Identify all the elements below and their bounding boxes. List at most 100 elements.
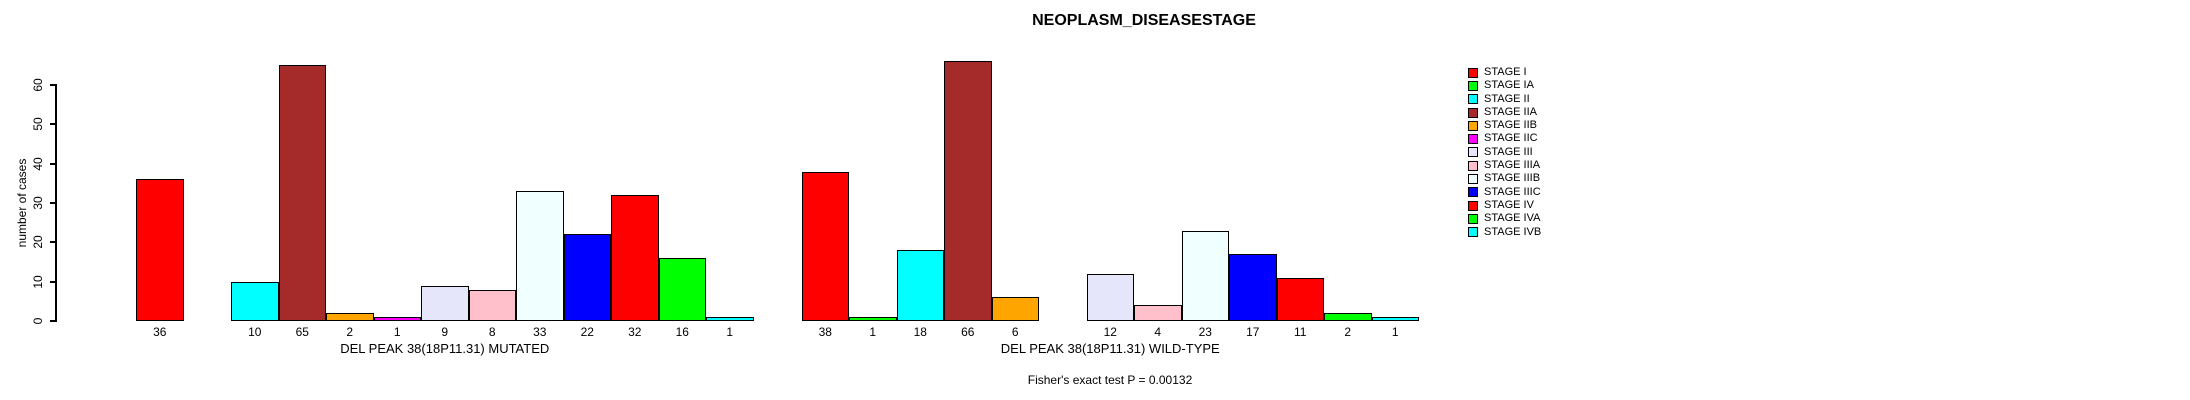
bar-g1-stage-iiib xyxy=(1181,230,1229,321)
y-axis-title: number of cases xyxy=(15,158,29,248)
legend-label: STAGE IVB xyxy=(1484,225,1542,238)
bar-g0-stage-i xyxy=(136,179,184,321)
legend-swatch xyxy=(1468,80,1478,91)
bar-value: 9 xyxy=(441,325,449,339)
bar-value: 6 xyxy=(1011,325,1019,339)
legend-swatch xyxy=(1468,67,1478,78)
bar-g0-stage-ivb xyxy=(706,317,754,321)
chart-title: NEOPLASM_DISEASESTAGE xyxy=(1032,12,1256,29)
bar-g0-stage-iv xyxy=(611,195,659,321)
bar-value: 1 xyxy=(869,325,877,339)
bar-g0-stage-iii xyxy=(421,285,469,321)
y-tick xyxy=(50,202,57,204)
bar-value: 66 xyxy=(961,325,975,339)
bar-g1-stage-iib xyxy=(991,297,1039,321)
legend-item: STAGE IA xyxy=(1468,79,1541,92)
legend-swatch xyxy=(1468,187,1478,198)
legend-swatch xyxy=(1468,107,1478,118)
bar-value: 65 xyxy=(295,325,309,339)
legend-label: STAGE IVA xyxy=(1484,212,1541,225)
legend-label: STAGE IIA xyxy=(1484,105,1537,118)
bar-value: 18 xyxy=(913,325,927,339)
legend: STAGE I STAGE IA STAGE II STAGE IIA STAGE II… xyxy=(1468,66,1541,239)
bar-value: 2 xyxy=(1344,325,1352,339)
bar-value: 22 xyxy=(580,325,594,339)
bar-g0-stage-iiib xyxy=(516,191,564,321)
y-tick xyxy=(50,84,57,86)
bar-value: 38 xyxy=(818,325,832,339)
legend-swatch xyxy=(1468,147,1478,158)
bar-g0-stage-iib xyxy=(326,313,374,321)
bar-g0-stage-iia xyxy=(278,65,326,321)
y-tick-label: 0 xyxy=(31,317,45,325)
legend-label: STAGE IIIA xyxy=(1484,159,1541,172)
legend-item: STAGE IIA xyxy=(1468,106,1541,119)
legend-item: STAGE IIIC xyxy=(1468,186,1541,199)
legend-label: STAGE II xyxy=(1484,92,1530,105)
legend-swatch xyxy=(1468,227,1478,238)
legend-item: STAGE IIIB xyxy=(1468,172,1541,185)
bar-g1-stage-iii xyxy=(1086,273,1134,321)
legend-swatch xyxy=(1468,200,1478,211)
bar-g1-stage-iiic xyxy=(1229,254,1277,321)
legend-swatch xyxy=(1468,120,1478,131)
bar-value: 17 xyxy=(1246,325,1260,339)
bar-value: 1 xyxy=(726,325,734,339)
bar-g1-stage-iv xyxy=(1276,277,1324,321)
y-tick-label: 60 xyxy=(31,78,45,92)
bar-g1-stage-ia xyxy=(849,317,897,321)
legend-label: STAGE IIIC xyxy=(1484,185,1541,198)
y-tick xyxy=(50,123,57,126)
legend-item: STAGE IIIA xyxy=(1468,159,1541,172)
y-tick xyxy=(50,241,57,244)
bar-value: 32 xyxy=(628,325,642,339)
legend-item: STAGE IVA xyxy=(1468,212,1541,225)
legend-item: STAGE IVB xyxy=(1468,226,1541,239)
legend-label: STAGE IA xyxy=(1484,79,1534,92)
bar-value: 33 xyxy=(533,325,547,339)
legend-swatch xyxy=(1468,174,1478,185)
bar-value: 1 xyxy=(1391,325,1399,339)
bar-g0-stage-ii xyxy=(231,281,279,321)
legend-label: STAGE IIB xyxy=(1484,119,1537,132)
bar-g1-stage-iva xyxy=(1324,313,1372,321)
bar-g0-stage-iva xyxy=(658,258,706,321)
legend-label: STAGE IV xyxy=(1484,198,1534,211)
legend-label: STAGE IIIB xyxy=(1484,172,1541,185)
bar-value: 10 xyxy=(248,325,262,339)
y-tick xyxy=(50,162,57,165)
legend-swatch xyxy=(1468,134,1478,145)
bar-g1-stage-iia xyxy=(944,61,992,321)
legend-item: STAGE IV xyxy=(1468,199,1541,212)
legend-swatch xyxy=(1468,160,1478,171)
bar-g0-stage-iiic xyxy=(563,234,611,321)
y-tick-label: 50 xyxy=(31,117,45,132)
bar-value: 1 xyxy=(393,325,401,339)
bar-g1-stage-i xyxy=(801,171,849,321)
bar-g1-stage-iiia xyxy=(1134,305,1182,321)
bar-g1-stage-ivb xyxy=(1371,317,1419,321)
bar-value: 36 xyxy=(153,325,167,339)
fisher-test-annotation: Fisher's exact test P = 0.00132 xyxy=(1027,373,1193,387)
y-tick xyxy=(50,280,57,283)
bar-g0-stage-iic xyxy=(373,317,421,321)
y-tick xyxy=(50,320,57,322)
bar-g0-stage-iiia xyxy=(468,289,516,321)
bar-value: 11 xyxy=(1294,325,1307,339)
legend-label: STAGE III xyxy=(1484,145,1533,158)
legend-label: STAGE I xyxy=(1484,66,1527,78)
legend-swatch xyxy=(1468,213,1478,224)
legend-item: STAGE III xyxy=(1468,146,1541,159)
group-label-mutated: DEL PEAK 38(18P11.31) MUTATED xyxy=(340,341,550,356)
y-tick-label: 20 xyxy=(31,235,45,250)
legend-label: STAGE IIC xyxy=(1484,132,1538,145)
legend-item: STAGE II xyxy=(1468,93,1541,106)
legend-item: STAGE IIC xyxy=(1468,132,1541,145)
legend-item: STAGE I xyxy=(1468,66,1541,79)
bar-value: 16 xyxy=(675,325,689,339)
legend-swatch xyxy=(1468,94,1478,105)
bar-value: 8 xyxy=(488,325,496,339)
y-tick-label: 30 xyxy=(31,196,45,210)
y-tick-label: 10 xyxy=(31,274,45,289)
